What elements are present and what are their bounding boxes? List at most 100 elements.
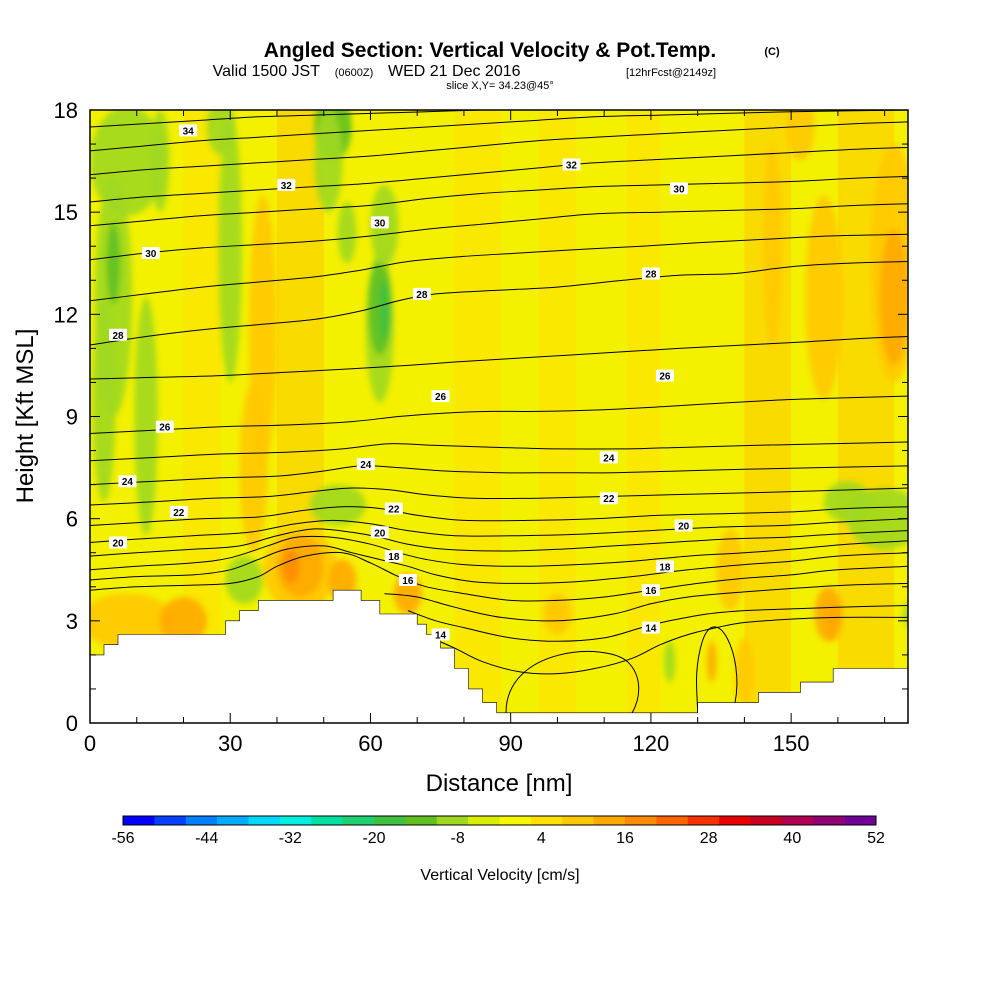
colorbar-swatch xyxy=(750,816,783,825)
colorbar-swatch xyxy=(123,816,155,825)
isentrope-32 xyxy=(90,147,908,203)
isentrope-label-bg xyxy=(641,584,660,597)
colorbar-swatch xyxy=(436,816,469,825)
colorbar-swatch xyxy=(374,816,406,825)
isentrope-label: 34 xyxy=(183,126,195,137)
velocity-contour xyxy=(696,626,738,713)
isentrope-label: 18 xyxy=(659,562,671,573)
y-tick-label: 9 xyxy=(66,405,78,430)
isentrope-label-bg xyxy=(155,420,174,433)
x-tick-label: 90 xyxy=(498,731,522,756)
colorbar-tick-label: 40 xyxy=(783,830,801,847)
isentrope-24 xyxy=(90,465,908,486)
y-tick-label: 15 xyxy=(54,200,78,225)
isentrope-20 xyxy=(90,528,908,557)
colorbar-swatch xyxy=(625,816,657,825)
colorbar-swatch xyxy=(185,816,218,825)
isentrope-label-bg xyxy=(431,390,450,403)
velocity-patch xyxy=(735,637,754,706)
velocity-patch xyxy=(543,593,572,635)
valid-time-utc: (0600Z) xyxy=(335,67,374,79)
plot-area: 34 32 32 30 30 30 28 28 28 26 26 26 24 24 24 22 22 22 20 20… xyxy=(90,110,908,723)
colorbar-swatch xyxy=(656,816,689,825)
isentrope-label: 30 xyxy=(145,249,157,260)
isentrope-label-bg xyxy=(109,328,128,341)
isentrope-label: 22 xyxy=(388,504,400,515)
colorbar-swatch xyxy=(719,816,751,825)
velocity-patch xyxy=(805,195,843,400)
isentrope-label: 28 xyxy=(112,331,124,342)
colorbar-swatch xyxy=(530,816,563,825)
y-axis-label: Height [Kft MSL] xyxy=(12,329,39,504)
colorbar-swatch xyxy=(781,816,814,825)
isentrope-26 xyxy=(90,395,908,434)
x-tick-label: 0 xyxy=(84,731,96,756)
isentrope-29 xyxy=(90,233,908,302)
colorbar-frame xyxy=(122,815,877,826)
x-tick-label: 30 xyxy=(218,731,242,756)
y-tick-label: 0 xyxy=(66,711,78,736)
colorbar-swatch xyxy=(342,816,375,825)
isentrope-16 xyxy=(384,582,908,622)
colorbar-tick-label: 52 xyxy=(867,830,885,847)
isentrope-labels: 34 32 32 30 30 30 28 28 28 26 26 26 24 24 24 22 22 22 20 20… xyxy=(109,124,693,641)
y-tick-label: 3 xyxy=(66,609,78,634)
isentrope-33 xyxy=(90,121,908,176)
velocity-patch xyxy=(309,484,366,526)
isentrope-18 xyxy=(90,545,908,584)
isentrope-label: 20 xyxy=(374,528,386,539)
isentrope-label: 24 xyxy=(122,477,134,488)
isentrope-label: 18 xyxy=(388,552,400,563)
isentrope-22 xyxy=(90,506,908,526)
x-tick-label: 150 xyxy=(773,731,810,756)
velocity-patch xyxy=(160,596,207,645)
isentrope-label: 28 xyxy=(645,269,657,280)
colorbar-swatch xyxy=(499,816,532,825)
isentrope-label-bg xyxy=(109,536,128,549)
isentrope-27 xyxy=(90,336,908,380)
isentrope-label-bg xyxy=(169,505,188,518)
y-tick-label: 6 xyxy=(66,507,78,532)
velocity-patch xyxy=(763,144,782,349)
colorbar-swatch xyxy=(405,816,438,825)
isentrope-label-bg xyxy=(599,451,618,464)
velocity-patch xyxy=(92,297,116,502)
valid-time-main: Valid 1500 JST xyxy=(213,63,321,80)
isentrope-lines xyxy=(90,110,908,714)
isentrope-label-bg xyxy=(655,560,674,573)
isentrope-label-bg xyxy=(641,267,660,280)
colorbar-ticks: -56 -44 -32 -20 -8 4 16 28 40 52 xyxy=(111,830,885,847)
velocity-patch xyxy=(707,641,717,683)
isentrope-label: 24 xyxy=(603,453,615,464)
colorbar-swatch xyxy=(217,816,249,825)
isentrope-31 xyxy=(90,175,908,227)
isentrope-label: 22 xyxy=(603,494,615,505)
colorbar-swatch xyxy=(311,816,343,825)
isentrope-label: 22 xyxy=(173,508,185,519)
velocity-patch xyxy=(716,528,745,611)
isentrope-label-bg xyxy=(655,369,674,382)
shading-band xyxy=(454,110,502,723)
isentrope-label-bg xyxy=(356,458,375,471)
isentrope-label: 24 xyxy=(360,460,372,471)
colorbar-tick-label: -8 xyxy=(451,830,465,847)
colorbar-swatch xyxy=(844,816,877,825)
y-tick-label: 12 xyxy=(54,302,78,327)
velocity-patch xyxy=(337,201,357,264)
colorbar-swatch xyxy=(562,816,594,825)
x-axis: 0 30 60 90 120 150 xyxy=(84,110,886,756)
isentrope-label: 32 xyxy=(281,181,293,192)
velocity-patch xyxy=(106,222,121,305)
velocity-patch xyxy=(225,556,263,604)
isentrope-label: 16 xyxy=(645,586,657,597)
velocity-patch xyxy=(378,280,391,342)
colorbar-swatch xyxy=(593,816,626,825)
isentrope-label-bg xyxy=(398,573,417,586)
isentrope-35 xyxy=(90,110,483,128)
velocity-patch xyxy=(134,297,158,536)
colorbar-swatch xyxy=(687,816,720,825)
colorbar-tick-label: 4 xyxy=(537,830,546,847)
isentrope-label-bg xyxy=(599,492,618,505)
isentrope-label-bg xyxy=(641,621,660,634)
isentrope-label: 16 xyxy=(402,576,414,587)
